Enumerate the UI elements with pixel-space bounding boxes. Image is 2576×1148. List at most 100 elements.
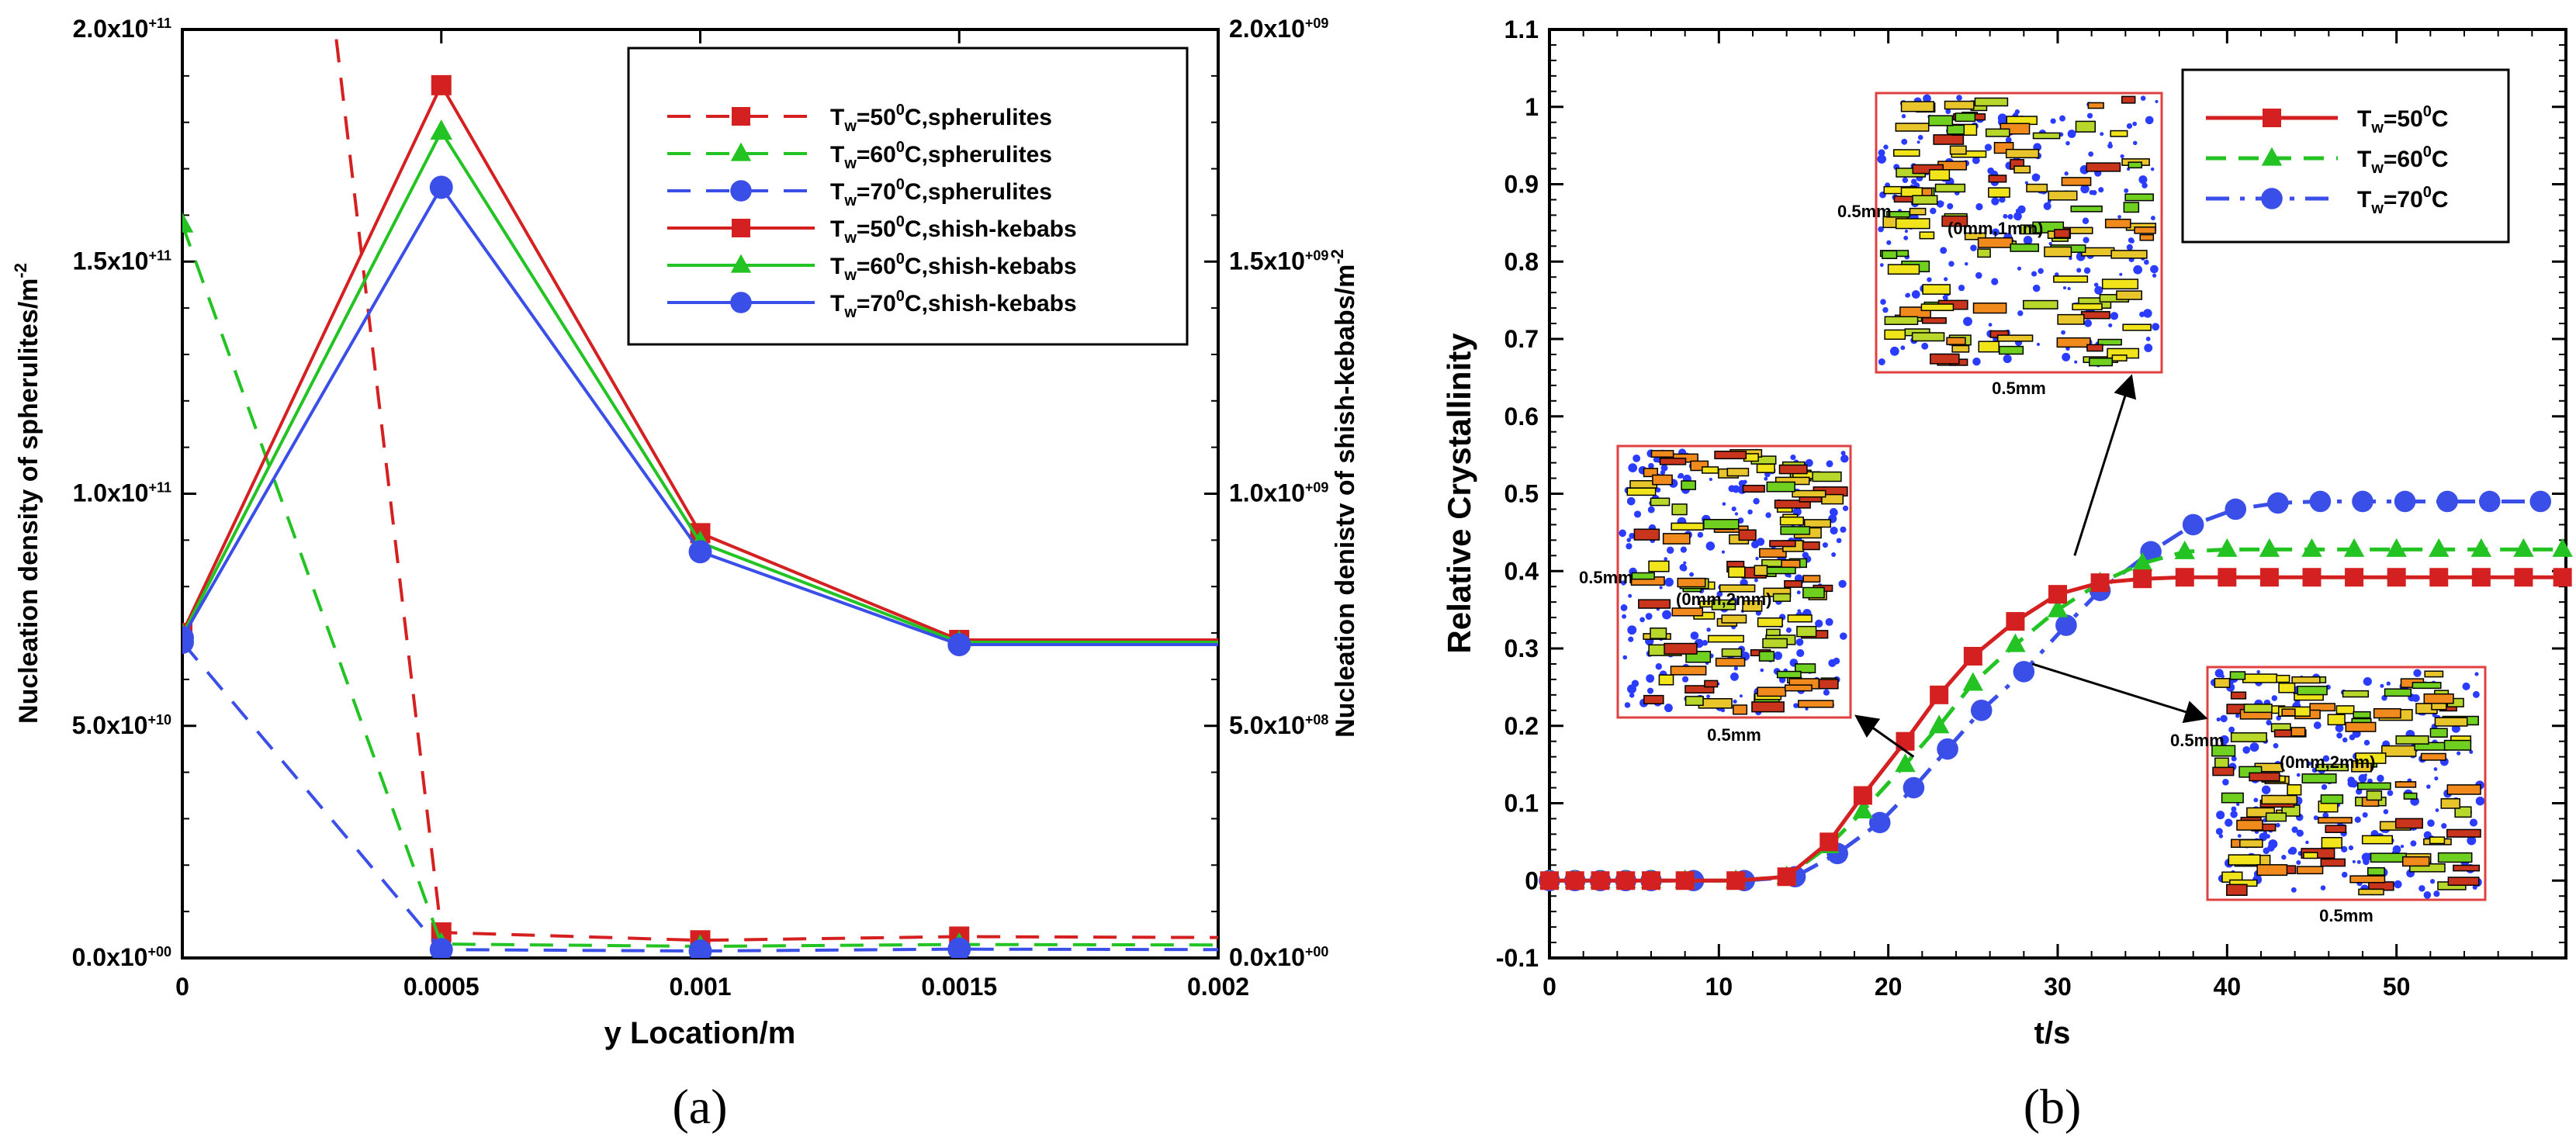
chart-b-data-point xyxy=(2529,490,2552,513)
inset-shish-kebab xyxy=(1920,303,1955,312)
inset-spherulite xyxy=(1956,95,1962,101)
inset-shish-kebab xyxy=(1762,638,1788,648)
inset-spherulite xyxy=(1683,561,1687,565)
inset-shish-kebab xyxy=(1796,625,1817,638)
inset-shish-kebab xyxy=(2291,676,2321,684)
chart-b-data-point xyxy=(2005,633,2026,652)
inset-spherulite xyxy=(2150,265,2159,274)
inset-spherulite xyxy=(2275,822,2280,828)
inset-spherulite xyxy=(2083,267,2091,275)
inset-spherulite xyxy=(2138,175,2148,185)
inset-spherulite xyxy=(1709,477,1713,482)
chart-a-data-point xyxy=(431,74,452,95)
inset-shish-kebab xyxy=(1659,458,1687,465)
chart-b-data-point xyxy=(1895,753,1916,773)
inset-spherulite xyxy=(1739,694,1743,698)
inset-shish-kebab xyxy=(1681,480,1696,490)
inset-shish-kebab xyxy=(1964,232,1986,240)
inset-shish-kebab xyxy=(1643,468,1658,478)
inset-shish-kebab xyxy=(2230,691,2247,700)
inset-shish-kebab xyxy=(2454,806,2472,818)
inset-spherulite xyxy=(2394,880,2402,889)
chart-b-legend-label: Tw=700C xyxy=(2357,184,2449,217)
inset-spherulite xyxy=(2363,859,2370,866)
inset-spherulite xyxy=(1901,138,1908,145)
inset-shish-kebab xyxy=(1781,559,1801,569)
chart-b-data-point xyxy=(2436,490,2458,513)
inset-spherulite xyxy=(1730,672,1739,681)
inset-shish-kebab xyxy=(1949,145,1967,155)
chart-a-legend-marker xyxy=(730,254,752,273)
chart-b-data-point xyxy=(2302,568,2322,587)
inset-shish-kebab xyxy=(1933,134,1965,145)
inset-shish-kebab xyxy=(2221,792,2244,804)
inset-spherulite xyxy=(2296,860,2301,866)
inset-spherulite xyxy=(1706,628,1711,632)
chart-b-data-point xyxy=(2394,490,2416,513)
inset-shish-kebab xyxy=(2087,102,2104,109)
inset-shish-kebab xyxy=(1742,484,1765,493)
inset-spherulite xyxy=(1796,648,1805,658)
inset-spherulite xyxy=(2050,118,2056,124)
inset-spherulite xyxy=(1774,651,1783,660)
inset-spherulite xyxy=(1902,177,1909,183)
chart-a-legend-label: Tw=600C,shish-kebabs xyxy=(830,251,1077,284)
inset-shish-kebab xyxy=(2089,357,2114,367)
inset-spherulite xyxy=(1923,94,1931,103)
inset-spherulite xyxy=(2129,238,2135,244)
inset-spherulite xyxy=(1622,614,1627,619)
inset-shish-kebab xyxy=(1909,207,1927,216)
chart-b-data-point xyxy=(2429,538,2450,557)
inset-spherulite xyxy=(1645,613,1653,620)
inset-shish-kebab xyxy=(1946,124,1965,135)
chart-a-x-tick-label: 0.001 xyxy=(669,973,731,1001)
inset-spherulite xyxy=(1941,201,1944,205)
inset-spherulite xyxy=(1660,464,1668,472)
inset-spherulite xyxy=(1917,134,1923,140)
inset-spherulite xyxy=(2236,802,2240,807)
inset-shish-kebab xyxy=(2320,858,2346,867)
inset-spherulite xyxy=(2228,726,2235,733)
inset-spherulite xyxy=(2017,205,2026,214)
chart-a-y-tick-label: 5.0x10+10 xyxy=(72,711,171,739)
inset-spherulite xyxy=(1904,230,1909,233)
inset-shish-kebab xyxy=(2366,790,2383,801)
inset-spherulite xyxy=(1883,144,1889,150)
chart-a-x-tick-label: 0.0005 xyxy=(403,973,480,1001)
inset-shish-kebab xyxy=(1757,686,1787,697)
inset-shish-kebab xyxy=(2429,728,2448,738)
inset-spherulite xyxy=(2003,213,2008,219)
inset-spherulite xyxy=(2076,268,2082,273)
inset-spherulite xyxy=(2441,823,2447,829)
inset-shish-kebab xyxy=(1738,529,1757,541)
inset-spherulite xyxy=(1838,579,1847,588)
inset-shish-kebab xyxy=(1787,614,1813,623)
inset-spherulite xyxy=(1880,299,1886,305)
inset-spherulite xyxy=(1886,240,1892,245)
inset-spherulite xyxy=(1940,247,1948,254)
inset-shish-kebab xyxy=(1726,468,1750,477)
inset-spherulite xyxy=(2043,202,2051,210)
inset-shish-kebab xyxy=(2320,794,2344,804)
chart-a-legend-label: Tw=600C,spherulites xyxy=(830,139,1052,172)
inset-shish-kebab xyxy=(2211,745,2236,757)
inset-shish-kebab xyxy=(1759,548,1787,558)
chart-a-legend-marker xyxy=(732,219,750,237)
chart-a-data-point xyxy=(429,938,453,958)
inset-spherulite xyxy=(2007,213,2013,220)
inset-spherulite xyxy=(2036,342,2041,347)
inset-spherulite xyxy=(2433,767,2438,771)
chart-a-y-tick-label: 0.0x10+00 xyxy=(72,943,171,971)
inset-shish-kebab xyxy=(1921,316,1947,324)
inset-spherulite xyxy=(2410,840,2417,847)
chart-b-legend-box xyxy=(2181,68,2510,244)
inset-shish-kebab xyxy=(1650,497,1671,507)
chart-b-data-point xyxy=(2013,661,2035,683)
chart-b-data-point xyxy=(2133,569,2152,589)
inset-shish-kebab xyxy=(1804,519,1831,528)
inset-shish-kebab xyxy=(2446,828,2481,838)
inset-shish-kebab xyxy=(1797,700,1834,708)
chart-b-data-point xyxy=(1962,672,1984,691)
chart-b-y-tick-label: 0.8 xyxy=(1504,247,1539,275)
inset-spherulite xyxy=(2273,742,2279,749)
